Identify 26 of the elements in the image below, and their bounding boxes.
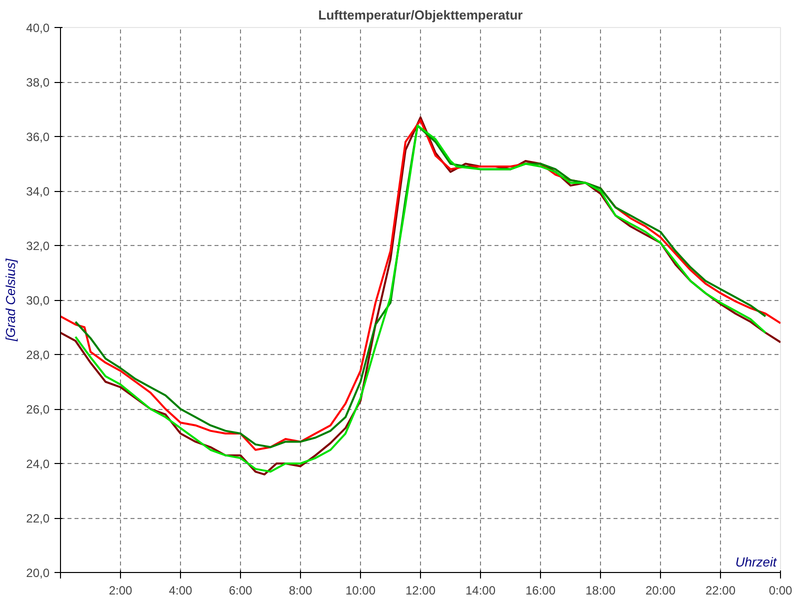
y-tick-label: 22,0: [26, 512, 50, 526]
y-tick-label: 26,0: [26, 402, 50, 416]
y-tick-label: 36,0: [26, 130, 50, 144]
x-tick-label: 12:00: [405, 584, 436, 598]
x-tick-label: 0:00: [768, 584, 793, 598]
x-tick-label: 14:00: [465, 584, 496, 598]
x-tick-label: 22:00: [705, 584, 736, 598]
y-tick-label: 20,0: [26, 566, 50, 580]
x-tick-label: 2:00: [108, 584, 133, 598]
y-tick-label: 28,0: [26, 348, 50, 362]
x-tick-label: 16:00: [525, 584, 556, 598]
x-tick-label: 8:00: [288, 584, 313, 598]
x-tick-label: 20:00: [645, 584, 676, 598]
y-tick-label: 38,0: [26, 76, 50, 90]
y-tick-label: 40,0: [26, 21, 50, 35]
y-tick-label: 30,0: [26, 294, 50, 308]
y-tick-label: 32,0: [26, 239, 50, 253]
chart-title: Lufttemperatur/Objekttemperatur: [318, 8, 523, 22]
y-tick-label: 34,0: [26, 184, 50, 198]
x-tick-label: 10:00: [345, 584, 376, 598]
x-axis-title: Uhrzeit: [735, 554, 778, 570]
x-tick-label: 4:00: [168, 584, 193, 598]
x-tick-label: 18:00: [585, 584, 616, 598]
y-tick-label: 24,0: [26, 457, 50, 471]
x-tick-label: 6:00: [228, 584, 253, 598]
y-axis-title: [Grad Celsius]: [3, 258, 18, 342]
